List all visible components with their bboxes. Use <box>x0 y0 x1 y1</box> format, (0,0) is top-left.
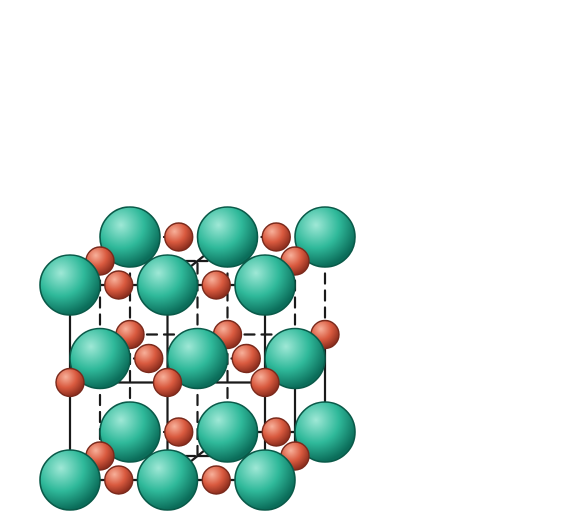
small-atom <box>105 271 133 299</box>
large-atom <box>40 255 100 315</box>
large-atom <box>40 450 100 510</box>
large-atom <box>235 255 295 315</box>
crystal-lattice-diagram <box>0 0 575 522</box>
small-atom <box>135 345 163 373</box>
small-atom <box>202 466 230 494</box>
large-atom <box>198 402 258 462</box>
small-atom <box>262 223 290 251</box>
small-atom <box>165 223 193 251</box>
large-atom <box>198 207 258 267</box>
large-atom <box>138 255 198 315</box>
large-atom <box>235 450 295 510</box>
small-atom <box>202 271 230 299</box>
small-atom <box>251 369 279 397</box>
small-atom <box>154 369 182 397</box>
small-atom <box>56 369 84 397</box>
small-atom <box>232 345 260 373</box>
small-atom <box>165 418 193 446</box>
atom-spheres <box>40 207 355 510</box>
small-atom <box>105 466 133 494</box>
small-atom <box>262 418 290 446</box>
large-atom <box>138 450 198 510</box>
